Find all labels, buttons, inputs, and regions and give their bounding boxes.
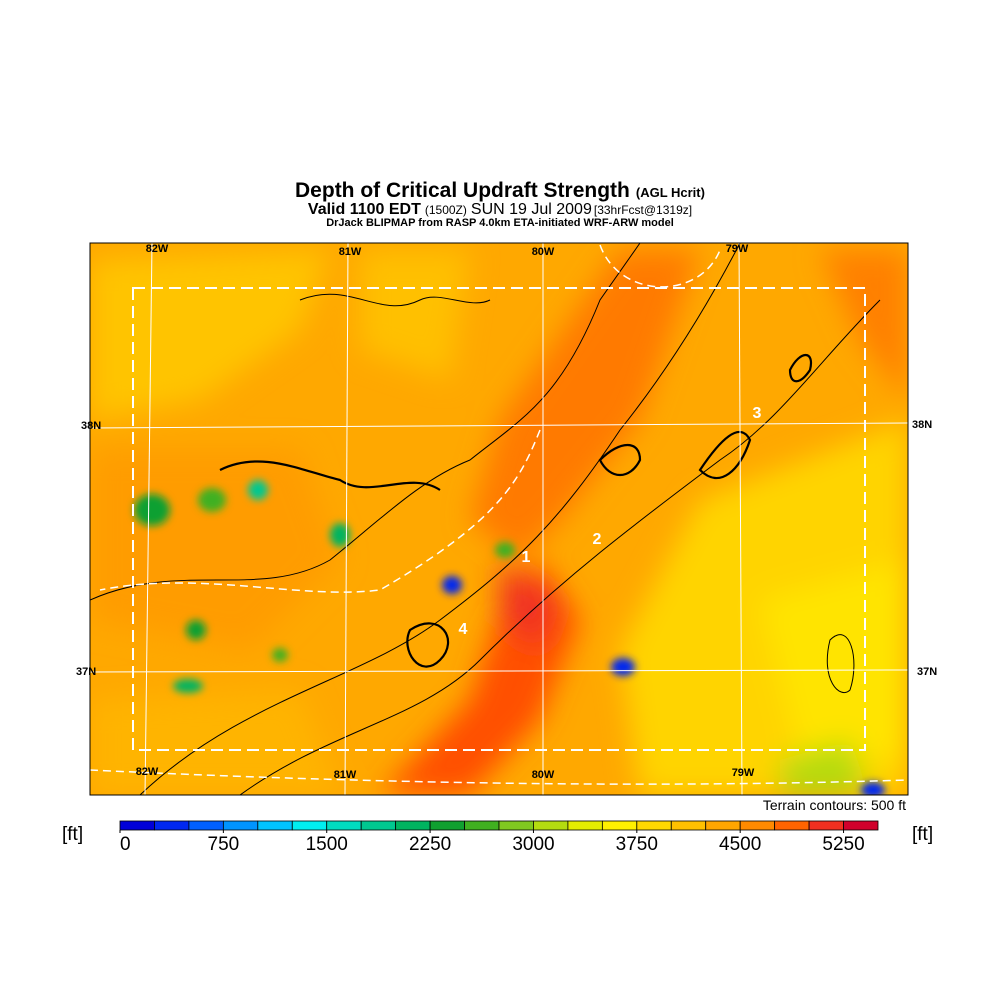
colorbar-swatch [395, 820, 431, 831]
colorbar-swatch [739, 820, 776, 831]
colorbar-label: 5250 [822, 834, 864, 855]
site-label: 4 [459, 621, 468, 638]
lon-label: 81W [334, 769, 357, 781]
lon-label: 80W [532, 246, 555, 258]
lat-label: 37N [917, 666, 937, 678]
colorbar-label: 2250 [409, 834, 451, 855]
colorbar-label: 3750 [616, 834, 658, 855]
map-frame [89, 242, 909, 796]
site-label: 3 [753, 405, 762, 422]
lat-label: 37N [76, 666, 96, 678]
colorbar-swatch [705, 820, 741, 831]
lon-label: 80W [532, 769, 555, 781]
colorbar-unit: [ft] [62, 824, 83, 845]
colorbar-swatch [360, 820, 397, 831]
state-borders [90, 244, 908, 785]
site-label: 2 [593, 531, 602, 548]
lon-label: 81W [339, 246, 362, 258]
colorbar-label: 750 [208, 834, 240, 855]
colorbar-swatch [291, 820, 328, 831]
colorbar-swatch [808, 820, 844, 831]
lon-label: 82W [146, 243, 169, 255]
terrain-contours [90, 243, 881, 795]
colorbar-swatch [257, 820, 293, 831]
colorbar-label: 0 [120, 834, 131, 855]
site-label: 1 [522, 549, 531, 566]
lat-label: 38N [81, 420, 101, 432]
low-spots [134, 480, 885, 795]
colorbar-swatch [326, 820, 362, 831]
lon-label: 79W [732, 767, 755, 779]
subtitle: Valid 1100 EDT (1500Z) SUN 19 Jul 2009 [33h… [308, 201, 692, 218]
colorbar-unit: [ft] [912, 824, 933, 845]
colorbar-swatch [843, 820, 879, 831]
colorbar-swatch [188, 820, 224, 831]
colorbar-label: 3000 [512, 834, 554, 855]
source: DrJack BLIPMAP from RASP 4.0km ETA-initi… [326, 217, 674, 229]
colorbar-swatch [119, 820, 155, 831]
domain-box [132, 287, 866, 751]
title: Depth of Critical Updraft Strength (AGL H… [295, 179, 705, 202]
lat-label: 38N [912, 419, 932, 431]
colorbar-swatch [464, 820, 500, 831]
colorbar-swatch [533, 820, 569, 831]
colorbar-swatch [636, 820, 672, 831]
colorbar-label: 4500 [719, 834, 761, 855]
colorbar-swatch [774, 820, 810, 831]
colorbar: 0 750 1500 2250 3000 3750 4500 5250 [119, 820, 879, 855]
colorbar-swatch [498, 820, 534, 831]
terrain-note: Terrain contours: 500 ft [763, 797, 906, 813]
colorbar-swatch [429, 820, 465, 831]
colorbar-swatch [670, 820, 707, 831]
lon-label: 79W [726, 243, 749, 255]
colorbar-label: 1500 [306, 834, 348, 855]
colorbar-swatch [601, 820, 638, 831]
colorbar-swatch [567, 820, 603, 831]
colorbar-swatch [154, 820, 190, 831]
lon-label: 82W [136, 766, 159, 778]
graticule [90, 243, 908, 795]
colorbar-swatch [222, 820, 259, 831]
map-field [90, 243, 908, 795]
field-shading [90, 250, 908, 795]
